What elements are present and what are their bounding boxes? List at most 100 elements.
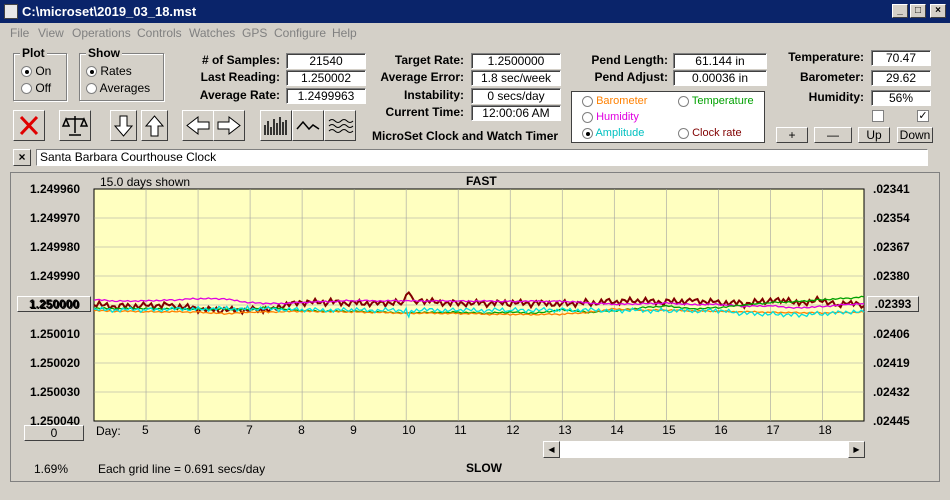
plot-scrollbar[interactable]: ◀ ▶	[543, 441, 865, 458]
menu-gps[interactable]: GPS	[242, 26, 268, 40]
menu-view[interactable]: View	[38, 26, 64, 40]
close-clock-button[interactable]: ×	[13, 149, 31, 166]
checkbox-left[interactable]	[872, 110, 884, 122]
series-temperature-option[interactable]: Temperature	[678, 95, 754, 107]
plot-off-label: Off	[35, 81, 52, 95]
wave-view-button[interactable]	[324, 110, 356, 141]
y-tick-left: 1.249970	[30, 211, 80, 225]
balance-button[interactable]	[59, 110, 91, 141]
x-tick-label: 17	[766, 423, 780, 437]
menu-file[interactable]: File	[10, 26, 30, 40]
series-select-box: Barometer Temperature Humidity Amplitude…	[571, 91, 765, 143]
x-tick-label: 5	[142, 423, 149, 437]
radio-off-icon	[582, 111, 593, 123]
radio-off-icon	[678, 95, 689, 107]
clock-name-field[interactable]: Santa Barbara Courthouse Clock	[36, 149, 928, 166]
plot-off-option[interactable]: Off	[21, 81, 51, 95]
temperature-field: 70.47	[871, 50, 931, 66]
menu-watches[interactable]: Watches	[189, 26, 236, 40]
down-button[interactable]: Down	[897, 127, 933, 143]
target-rate-label: Target Rate:	[394, 53, 464, 67]
scroll-right-arrow-icon[interactable]: ▶	[848, 441, 865, 458]
y-tick-left: 1.250000	[30, 298, 80, 312]
menu-configure[interactable]: Configure	[274, 26, 327, 40]
samples-field: 21540	[286, 53, 366, 69]
scroll-left-arrow-icon[interactable]: ◀	[543, 441, 560, 458]
y-tick-left: 1.250010	[30, 327, 80, 341]
x-tick-label: 15	[662, 423, 676, 437]
humidity-field: 56%	[871, 90, 931, 106]
grid-note-label: Each grid line = 0.691 secs/day	[98, 462, 266, 476]
app-icon	[4, 4, 18, 19]
plot-on-option[interactable]: On	[21, 64, 51, 78]
clear-button[interactable]	[13, 110, 45, 141]
menu-controls[interactable]: Controls	[137, 26, 182, 40]
series-clock-rate-option[interactable]: Clock rate	[678, 127, 742, 139]
line-chart-icon	[296, 120, 320, 131]
series-barometer-option[interactable]: Barometer	[582, 95, 647, 107]
fast-label: FAST	[466, 174, 497, 188]
wave-icon	[328, 119, 354, 133]
average-rate-label: Average Rate:	[199, 88, 280, 102]
pend-adjust-label: Pend Adjust:	[594, 70, 668, 84]
line-view-button[interactable]	[292, 110, 324, 141]
pend-length-field: 61.144 in	[673, 53, 767, 69]
series-line-rate	[93, 291, 865, 316]
day-label: Day:	[96, 424, 121, 438]
show-averages-option[interactable]: Averages	[86, 81, 150, 95]
y-tick-right: .02432	[873, 385, 910, 399]
temperature-label: Temperature:	[788, 50, 864, 64]
close-window-button[interactable]: ×	[930, 4, 946, 18]
plot-on-label: On	[35, 64, 52, 78]
app-name-label: MicroSet Clock and Watch Timer	[372, 129, 559, 143]
x-tick-label: 11	[454, 423, 467, 437]
series-line-amplitude	[93, 304, 865, 319]
minus-button[interactable]: —	[814, 127, 852, 143]
current-time-label: Current Time:	[385, 105, 464, 119]
arrow-right-icon	[217, 115, 241, 136]
y-tick-left: 1.249960	[30, 182, 80, 196]
y-tick-left: 1.249990	[30, 269, 80, 283]
instability-label: Instability:	[403, 88, 464, 102]
y-tick-right: .02341	[873, 182, 910, 196]
y-tick-left: 1.250040	[30, 414, 80, 428]
bar-view-button[interactable]	[260, 110, 292, 141]
checkbox-right[interactable]: ✓	[917, 110, 929, 122]
series-humidity-option[interactable]: Humidity	[582, 111, 639, 123]
y-tick-right: .02445	[873, 414, 910, 428]
slow-label: SLOW	[466, 461, 502, 475]
scroll-right-button[interactable]	[213, 110, 245, 141]
center-rate-button[interactable]: 1.250000	[17, 296, 91, 312]
plus-button[interactable]: +	[776, 127, 808, 143]
scroll-up-button[interactable]	[141, 110, 168, 141]
menu-bar: File View Operations Controls Watches GP…	[0, 23, 950, 42]
percent-label: 1.69%	[34, 462, 69, 476]
radio-off-icon	[21, 83, 32, 95]
zero-button[interactable]: 0	[24, 425, 84, 441]
scroll-thumb[interactable]	[560, 441, 848, 458]
y-tick-left: 1.250030	[30, 385, 80, 399]
maximize-button[interactable]: □	[910, 4, 926, 18]
up-button[interactable]: Up	[858, 127, 890, 143]
series-amplitude-option[interactable]: Amplitude	[582, 127, 644, 139]
x-tick-label: 7	[246, 423, 253, 437]
x-tick-label: 9	[350, 423, 357, 437]
samples-label: # of Samples:	[201, 53, 280, 67]
radio-on-icon	[21, 66, 32, 78]
menu-help[interactable]: Help	[332, 26, 357, 40]
menu-operations[interactable]: Operations	[72, 26, 131, 40]
right-scale-button[interactable]: .02393	[867, 296, 919, 312]
minimize-button[interactable]: _	[892, 4, 908, 18]
title-bar: C:\microset\2019_03_18.mst _ □ ×	[0, 0, 950, 23]
window-title: C:\microset\2019_03_18.mst	[22, 4, 197, 19]
arrow-left-icon	[186, 115, 210, 136]
x-tick-label: 14	[610, 423, 624, 437]
target-rate-field[interactable]: 1.2500000	[471, 53, 561, 69]
instability-field: 0 secs/day	[471, 88, 561, 104]
show-rates-option[interactable]: Rates	[86, 64, 132, 78]
last-reading-label: Last Reading:	[200, 70, 280, 84]
scroll-down-button[interactable]	[110, 110, 137, 141]
last-reading-field: 1.250002	[286, 70, 366, 86]
radio-off-icon	[582, 95, 593, 107]
